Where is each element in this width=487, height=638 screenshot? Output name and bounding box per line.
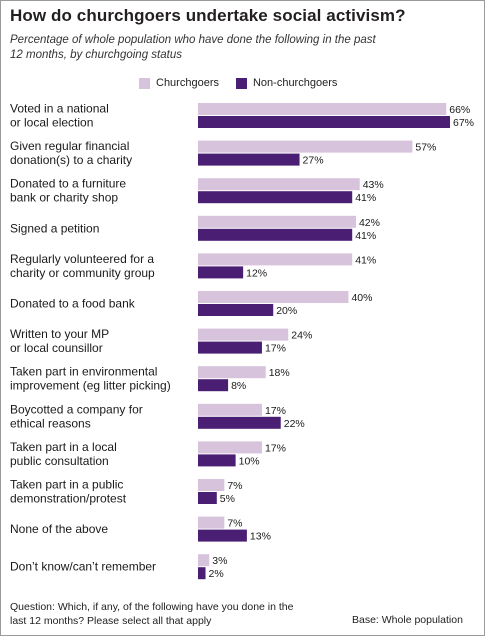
legend: Churchgoers Non-churchgoers bbox=[139, 77, 354, 89]
bar-nonchurchgoers bbox=[198, 228, 353, 241]
bar-churchgoers bbox=[198, 554, 210, 567]
category-label: None of the above bbox=[10, 522, 108, 536]
data-label-churchgoers: 24% bbox=[291, 330, 312, 342]
data-label-nonchurchgoers: 5% bbox=[220, 493, 235, 505]
category-label: Taken part in environmental improvement (… bbox=[10, 365, 171, 393]
bar-churchgoers bbox=[198, 441, 262, 454]
category-label: Taken part in a local public consultation bbox=[10, 440, 117, 468]
bar-churchgoers bbox=[198, 253, 353, 266]
data-label-nonchurchgoers: 27% bbox=[303, 155, 324, 167]
category-label: Donated to a food bank bbox=[10, 297, 136, 311]
data-label-nonchurchgoers: 20% bbox=[276, 305, 297, 317]
data-label-churchgoers: 7% bbox=[227, 480, 242, 492]
category-label: Signed a petition bbox=[10, 221, 99, 235]
data-label-churchgoers: 7% bbox=[227, 518, 242, 530]
bar-nonchurchgoers bbox=[198, 454, 236, 467]
footer-base: Base: Whole population bbox=[352, 614, 463, 626]
data-label-churchgoers: 41% bbox=[355, 254, 376, 266]
chart-subtitle: Percentage of whole population who have … bbox=[10, 34, 376, 61]
bar-nonchurchgoers bbox=[198, 153, 300, 166]
data-label-nonchurchgoers: 67% bbox=[453, 117, 474, 129]
category-label: Don’t know/can’t remember bbox=[10, 560, 156, 574]
data-label-nonchurchgoers: 13% bbox=[250, 531, 271, 543]
footer-question: Question: Which, if any, of the followin… bbox=[10, 601, 294, 627]
data-label-churchgoers: 17% bbox=[265, 405, 286, 417]
category-label: Written to your MP or local counsillor bbox=[10, 327, 109, 355]
bar-nonchurchgoers bbox=[198, 304, 274, 316]
category-label: Given regular financial donation(s) to a … bbox=[10, 139, 132, 167]
bar-nonchurchgoers bbox=[198, 116, 450, 128]
data-label-nonchurchgoers: 12% bbox=[246, 267, 267, 279]
data-label-churchgoers: 57% bbox=[415, 142, 436, 154]
bar-nonchurchgoers bbox=[198, 529, 247, 542]
bar-churchgoers bbox=[198, 178, 360, 191]
bar-nonchurchgoers bbox=[198, 567, 206, 580]
bar-nonchurchgoers bbox=[198, 416, 281, 429]
data-label-nonchurchgoers: 22% bbox=[284, 418, 305, 430]
bar-churchgoers bbox=[198, 215, 356, 228]
bar-churchgoers bbox=[198, 403, 262, 416]
data-label-nonchurchgoers: 10% bbox=[239, 455, 260, 467]
category-label: Taken part in a public demonstration/prot… bbox=[10, 478, 127, 506]
bar-chart: Voted in a national or local election 66%6… bbox=[10, 102, 474, 581]
category-label: Donated to a furniture bank or charity sh… bbox=[10, 177, 126, 205]
bar-nonchurchgoers bbox=[198, 341, 262, 354]
data-label-churchgoers: 66% bbox=[449, 104, 470, 116]
legend-label-nonchurchgoers: Non-churchgoers bbox=[252, 77, 338, 89]
data-label-churchgoers: 17% bbox=[265, 442, 286, 454]
data-label-churchgoers: 3% bbox=[212, 555, 227, 567]
legend-swatch-nonchurchgoers bbox=[235, 77, 247, 89]
legend-item-nonchurchgoers: Non-churchgoers bbox=[235, 77, 338, 89]
category-label: Boycotted a company for ethical reasons bbox=[10, 402, 143, 430]
data-label-nonchurchgoers: 8% bbox=[231, 380, 246, 392]
bar-churchgoers bbox=[198, 479, 225, 491]
category-label: Voted in a national or local election bbox=[10, 102, 109, 130]
legend-item-churchgoers: Churchgoers bbox=[139, 77, 219, 89]
data-label-nonchurchgoers: 2% bbox=[209, 568, 224, 580]
bar-nonchurchgoers bbox=[198, 191, 353, 204]
data-label-nonchurchgoers: 17% bbox=[265, 343, 286, 355]
legend-label-churchgoers: Churchgoers bbox=[156, 77, 219, 89]
data-label-nonchurchgoers: 41% bbox=[355, 192, 376, 204]
data-label-churchgoers: 42% bbox=[359, 217, 380, 229]
data-label-churchgoers: 43% bbox=[363, 179, 384, 191]
bar-churchgoers bbox=[198, 103, 447, 115]
data-label-churchgoers: 40% bbox=[351, 292, 372, 304]
chart-title: How do churchgoers undertake social acti… bbox=[10, 6, 406, 25]
bar-churchgoers bbox=[198, 516, 225, 529]
bar-nonchurchgoers bbox=[198, 492, 217, 504]
data-label-nonchurchgoers: 41% bbox=[355, 230, 376, 242]
bar-churchgoers bbox=[198, 328, 289, 341]
category-label: Regularly volunteered for a charity or co… bbox=[10, 252, 155, 280]
legend-swatch-churchgoers bbox=[139, 77, 150, 89]
bar-churchgoers bbox=[198, 140, 413, 153]
bar-churchgoers bbox=[198, 291, 349, 303]
bar-churchgoers bbox=[198, 366, 266, 379]
data-label-churchgoers: 18% bbox=[269, 367, 290, 379]
bar-nonchurchgoers bbox=[198, 266, 244, 279]
bar-nonchurchgoers bbox=[198, 379, 229, 392]
